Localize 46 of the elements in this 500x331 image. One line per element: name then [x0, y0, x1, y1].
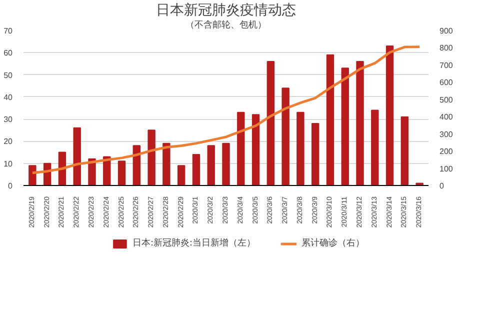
y-tick-label: 10	[4, 159, 14, 168]
y2-tick-label: 800	[440, 44, 454, 53]
bar	[356, 61, 364, 186]
y2-tick-label: 500	[440, 95, 454, 104]
bar	[252, 114, 260, 186]
line-series	[31, 46, 421, 174]
bar	[386, 46, 394, 186]
y2-tick-label: 400	[440, 112, 454, 122]
bar	[400, 116, 409, 186]
chart-title: 日本新冠肺炎疫情动态	[156, 2, 296, 18]
y2-tick-label: 900	[440, 26, 454, 36]
legend-label: 日本:新冠肺炎:当日新增（左）	[132, 237, 256, 250]
bar	[192, 154, 200, 186]
bar	[222, 142, 230, 186]
bar	[28, 165, 36, 186]
y2-tick-label: 600	[440, 78, 454, 88]
y2-tick-label: 0	[440, 182, 444, 190]
bar	[282, 88, 290, 186]
bar	[296, 112, 304, 186]
y2-tick-label: 200	[440, 147, 454, 156]
bar	[73, 127, 81, 186]
bar	[266, 61, 275, 186]
bar	[326, 54, 334, 186]
y-tick-label: 20	[4, 137, 14, 146]
y-tick-label: 30	[4, 115, 14, 124]
bar	[148, 130, 156, 186]
y-tick-label: 40	[4, 92, 14, 102]
y-tick-label: 70	[4, 26, 14, 36]
bar	[207, 145, 215, 186]
bar	[311, 123, 320, 186]
bar	[118, 160, 126, 186]
bar	[132, 145, 141, 186]
bar	[162, 142, 170, 186]
bar	[371, 110, 379, 186]
bar	[177, 165, 186, 186]
y-tick-label: 60	[4, 48, 14, 58]
chart-subtitle: （不含邮轮、包机）	[186, 20, 266, 30]
y-tick-label: 50	[4, 70, 14, 80]
y2-tick-label: 700	[440, 60, 454, 70]
y-tick-label: 0	[8, 182, 14, 190]
y2-tick-label: 300	[440, 130, 454, 139]
y2-tick-label: 100	[440, 164, 454, 174]
bar	[341, 68, 349, 186]
bar	[88, 158, 96, 186]
bar	[237, 112, 245, 186]
legend-label: 累计确诊（右）	[302, 237, 365, 250]
